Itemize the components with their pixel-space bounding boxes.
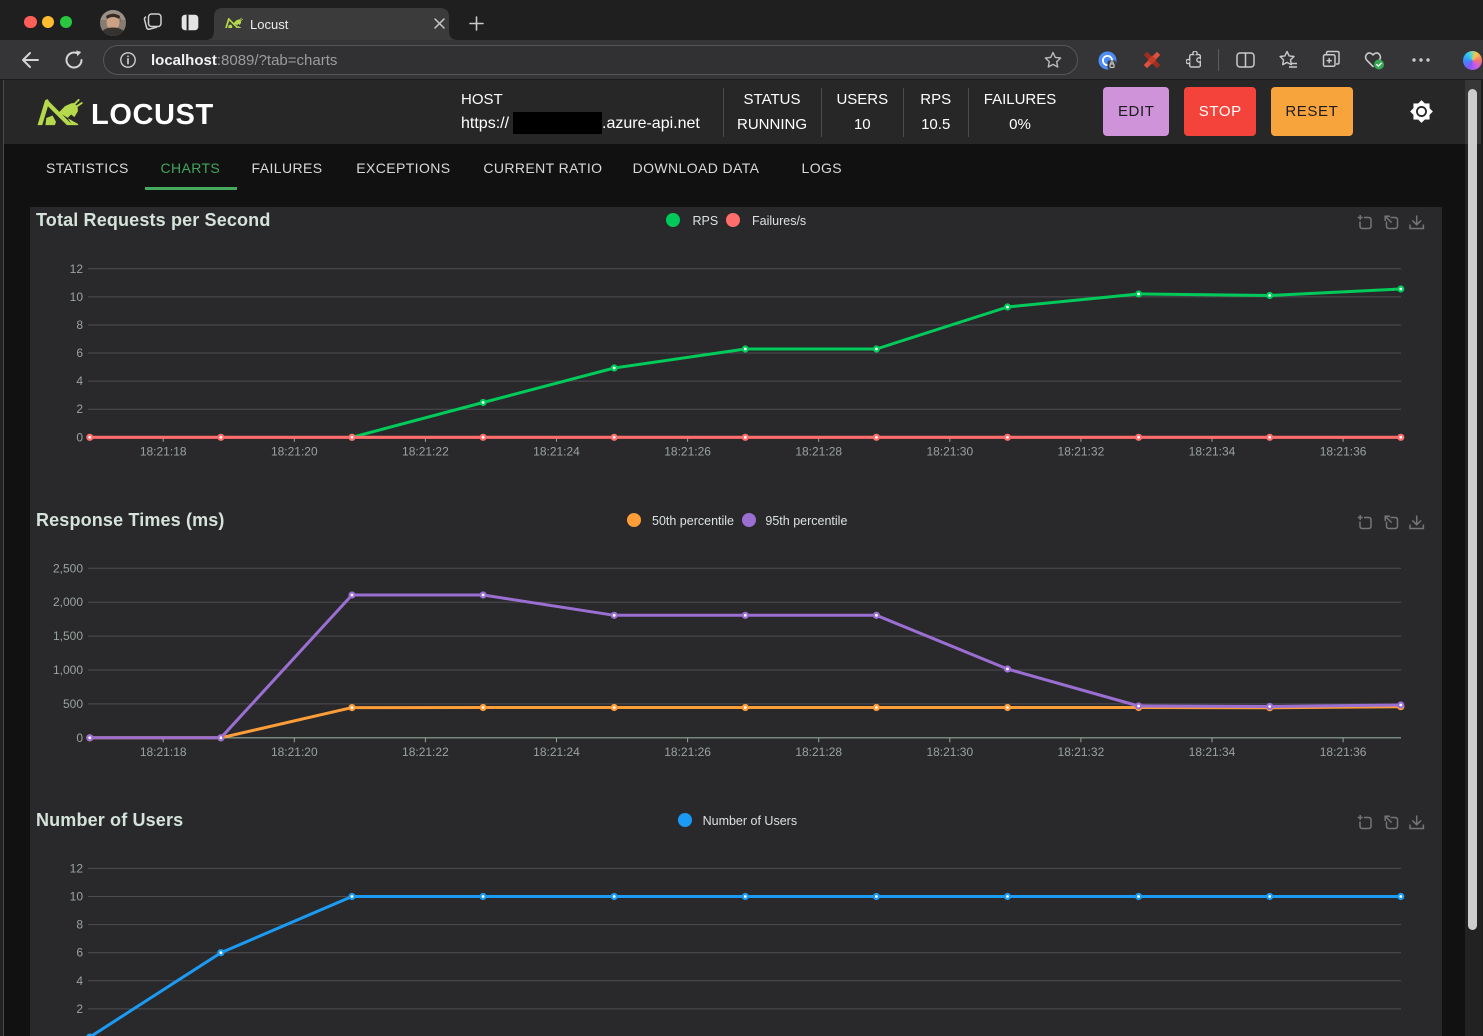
svg-text:18:21:26: 18:21:26 [664, 745, 711, 759]
svg-text:6: 6 [76, 346, 83, 360]
svg-text:2: 2 [76, 402, 83, 416]
svg-text:4: 4 [76, 374, 83, 388]
svg-text:18:21:32: 18:21:32 [1058, 445, 1105, 459]
svg-text:18:21:30: 18:21:30 [926, 445, 973, 459]
svg-text:0: 0 [76, 731, 83, 745]
svg-text:18:21:24: 18:21:24 [533, 745, 580, 759]
svg-text:18:21:22: 18:21:22 [402, 445, 449, 459]
svg-text:8: 8 [76, 318, 83, 332]
svg-text:18:21:34: 18:21:34 [1189, 745, 1236, 759]
svg-text:18:21:18: 18:21:18 [140, 445, 187, 459]
svg-text:10: 10 [70, 890, 84, 904]
svg-text:0: 0 [76, 430, 83, 444]
svg-text:12: 12 [70, 861, 84, 875]
svg-text:18:21:36: 18:21:36 [1320, 745, 1367, 759]
svg-text:18:21:20: 18:21:20 [271, 445, 318, 459]
svg-text:10: 10 [70, 290, 84, 304]
svg-text:12: 12 [70, 262, 84, 276]
svg-text:18:21:26: 18:21:26 [664, 445, 711, 459]
svg-text:18:21:32: 18:21:32 [1058, 745, 1105, 759]
svg-text:2,000: 2,000 [53, 595, 83, 609]
svg-text:18:21:36: 18:21:36 [1320, 445, 1367, 459]
svg-text:18:21:28: 18:21:28 [795, 445, 842, 459]
svg-text:18:21:24: 18:21:24 [533, 445, 580, 459]
svg-text:18:21:18: 18:21:18 [140, 745, 187, 759]
svg-text:1,000: 1,000 [53, 663, 83, 677]
svg-text:4: 4 [76, 974, 83, 988]
svg-text:2: 2 [76, 1002, 83, 1016]
svg-text:8: 8 [76, 918, 83, 932]
svg-text:18:21:30: 18:21:30 [926, 745, 973, 759]
svg-text:2,500: 2,500 [53, 561, 83, 575]
svg-text:18:21:28: 18:21:28 [795, 745, 842, 759]
svg-text:18:21:34: 18:21:34 [1189, 445, 1236, 459]
svg-text:18:21:22: 18:21:22 [402, 745, 449, 759]
svg-text:6: 6 [76, 946, 83, 960]
svg-text:18:21:20: 18:21:20 [271, 745, 318, 759]
svg-text:500: 500 [63, 697, 83, 711]
svg-text:1,500: 1,500 [53, 629, 83, 643]
